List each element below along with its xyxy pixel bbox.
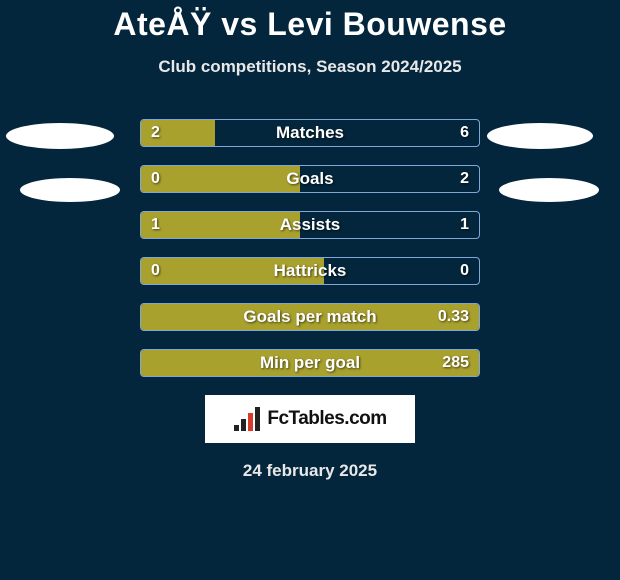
stat-row: Assists1 1: [140, 211, 480, 239]
decorative-ellipse: [499, 178, 599, 202]
stat-value-right: 1: [460, 212, 469, 238]
stat-value-left: 2: [151, 120, 160, 146]
date: 24 february 2025: [243, 461, 377, 481]
bar-chart-icon: [233, 405, 261, 433]
brand-logo[interactable]: FcTables.com: [205, 395, 415, 443]
stat-value-left: 0: [151, 166, 160, 192]
stat-value-right: 2: [460, 166, 469, 192]
stat-row: Goals0 2: [140, 165, 480, 193]
page-title: AteÅŸ vs Levi Bouwense: [113, 6, 506, 43]
stat-label: Goals per match: [141, 304, 479, 330]
subtitle: Club competitions, Season 2024/2025: [158, 57, 461, 77]
stat-row: Goals per match0.33: [140, 303, 480, 331]
brand-name: FcTables.com: [267, 408, 386, 430]
stat-label: Min per goal: [141, 350, 479, 376]
stat-value-right: 0: [460, 258, 469, 284]
stat-value-right: 0.33: [438, 304, 469, 330]
decorative-ellipse: [20, 178, 120, 202]
decorative-ellipse: [6, 123, 114, 149]
stat-label: Hattricks: [141, 258, 479, 284]
stat-value-right: 285: [442, 350, 469, 376]
decorative-ellipse: [487, 123, 593, 149]
stat-label: Matches: [141, 120, 479, 146]
stat-value-left: 1: [151, 212, 160, 238]
stat-label: Assists: [141, 212, 479, 238]
stats-list: Matches26Goals02Assists11Hattricks00Goal…: [140, 119, 480, 377]
stat-row: Hattricks0 0: [140, 257, 480, 285]
stat-row: Min per goal285: [140, 349, 480, 377]
stat-value-left: 0: [151, 258, 160, 284]
stat-value-right: 6: [460, 120, 469, 146]
stat-label: Goals: [141, 166, 479, 192]
comparison-card: AteÅŸ vs Levi Bouwense Club competitions…: [0, 0, 620, 580]
stat-row: Matches2 6: [140, 119, 480, 147]
